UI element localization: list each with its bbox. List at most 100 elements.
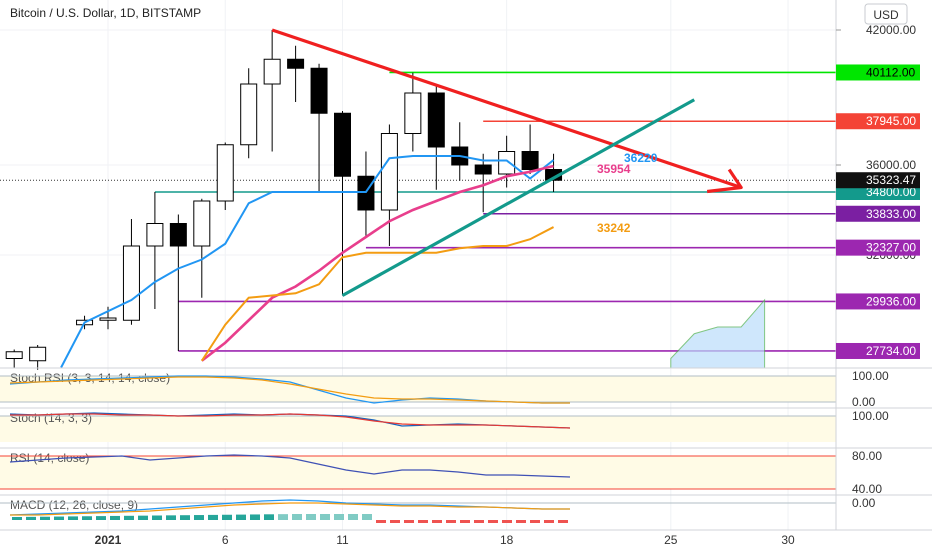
macd-histogram-bar-0 [12,517,22,520]
time-tick-label-3: 18 [500,533,514,547]
macd-histogram-bar-21 [306,514,316,520]
level-badge-33833.00-bg [836,205,920,222]
macd-histogram-bar-33 [474,520,484,523]
time-tick-label-2: 11 [336,533,349,547]
candle-body-6 [169,223,187,247]
chart-title: Bitcoin / U.S. Dollar, 1D, BITSTAMP [10,6,201,20]
currency-button[interactable]: USD [864,3,908,25]
candle-body-4 [122,245,140,321]
candle-body-16 [404,92,422,134]
level-badge-32327.00-text: 32327.00 [866,241,916,255]
macd-histogram-bar-38 [544,520,554,523]
candle-body-12 [310,67,328,114]
macd-histogram-bar-20 [292,514,302,520]
pink-line-value-label: 35954 [597,162,631,176]
macd-histogram-bar-35 [502,520,512,523]
candle-body-9 [240,83,258,146]
macd-histogram-bar-13 [194,515,204,520]
stoch-d-line [10,413,571,429]
stoch-rsi-d-line [9,376,570,404]
blue-line [60,155,555,368]
price-tick-label-1: 36000.00 [866,158,916,172]
ichimoku-cloud [670,298,766,369]
pane-label-rsi: RSI (14, close) [10,451,89,465]
macd-histogram-bar-7 [110,515,120,520]
currency-label: USD [873,8,899,22]
candle-body-17 [427,92,445,148]
pane-band-rsi [0,456,836,489]
level-badge-33833.00-text: 33833.00 [866,207,916,221]
candle-body-21 [521,151,539,170]
level-badge-29936.00-text: 29936.00 [866,294,916,308]
macd-histogram-bar-37 [530,520,540,523]
pane-label-macd: MACD (12, 26, close, 9) [10,498,138,512]
macd-histogram-bar-19 [278,514,288,520]
candle-body-13 [334,112,351,177]
candle-body-3 [99,317,117,321]
candle-body-19 [474,164,492,175]
macd-histogram-bar-12 [180,515,190,520]
macd-histogram-bar-9 [138,515,148,520]
macd-histogram-bar-8 [124,515,134,520]
pane-level-label-macd-0: 0.00 [852,496,876,510]
macd-histogram-bar-22 [320,514,330,520]
level-badge-34800.00-text: 34800.00 [866,185,916,199]
orange-line [200,226,555,362]
candle-body-1 [29,346,47,362]
level-badge-37945.00-text: 37945.00 [866,114,916,128]
macd-histogram-bar-14 [208,514,218,520]
time-tick-label-4: 25 [664,533,678,547]
pane-level-label-rsi-1: 40.00 [852,482,882,496]
candle-body-14 [357,175,375,211]
macd-signal-line [10,502,570,516]
candle-body-5 [146,223,164,247]
pane-level-label-stoch-rsi-1: 0.00 [852,395,876,409]
pane-band-stoch [0,416,836,442]
candle-body-8 [216,144,234,202]
level-badge-37945.00-bg [836,113,920,130]
macd-histogram-bar-25 [362,514,372,520]
macd-histogram-bar-36 [516,520,526,523]
macd-histogram-bar-29 [418,520,428,523]
macd-histogram-bar-26 [376,520,386,523]
level-badge-27734.00-bg [836,342,920,359]
macd-histogram-bar-17 [250,514,260,520]
level-badge-27734.00-text: 27734.00 [866,344,916,358]
macd-histogram-bar-16 [236,514,246,520]
level-badge-40112.00-text: 40112.00 [866,65,915,79]
macd-histogram-bar-34 [488,520,498,523]
macd-histogram-bar-28 [404,520,414,523]
last-price-badge-text: 35323.47 [866,173,916,187]
macd-histogram-bar-6 [96,516,106,520]
red-arrow-head [706,168,743,194]
candle-body-11 [287,58,305,69]
macd-histogram-bar-31 [446,520,456,523]
macd-histogram-bar-3 [54,516,64,520]
candle-body-20 [498,151,516,175]
candle-body-0 [5,351,23,359]
macd-histogram-bar-1 [26,516,36,520]
orange-line-value-label: 33242 [597,221,631,235]
candle-body-7 [193,200,211,247]
candle-body-15 [380,133,398,211]
macd-histogram-bar-15 [222,514,232,520]
candle-body-10 [263,58,281,85]
time-tick-label-1: 6 [222,533,229,547]
level-badge-40112.00-bg [836,64,920,81]
macd-histogram-bar-18 [264,514,274,520]
macd-histogram-bar-11 [166,515,176,520]
price-tick-label-0: 42000.00 [866,23,916,37]
macd-histogram-bar-23 [334,514,344,520]
macd-histogram-bar-2 [40,516,50,520]
level-badge-32327.00-bg [836,239,920,256]
pane-level-label-stoch-rsi-0: 100.00 [852,369,889,383]
macd-histogram-bar-32 [460,520,470,523]
macd-histogram-bar-39 [558,520,568,523]
macd-histogram-bar-10 [152,515,162,520]
rsi-line [9,454,571,478]
pane-band-stoch-rsi [0,376,836,402]
last-price-badge-bg [836,172,920,189]
blue-line-value-label: 36220 [624,151,658,165]
